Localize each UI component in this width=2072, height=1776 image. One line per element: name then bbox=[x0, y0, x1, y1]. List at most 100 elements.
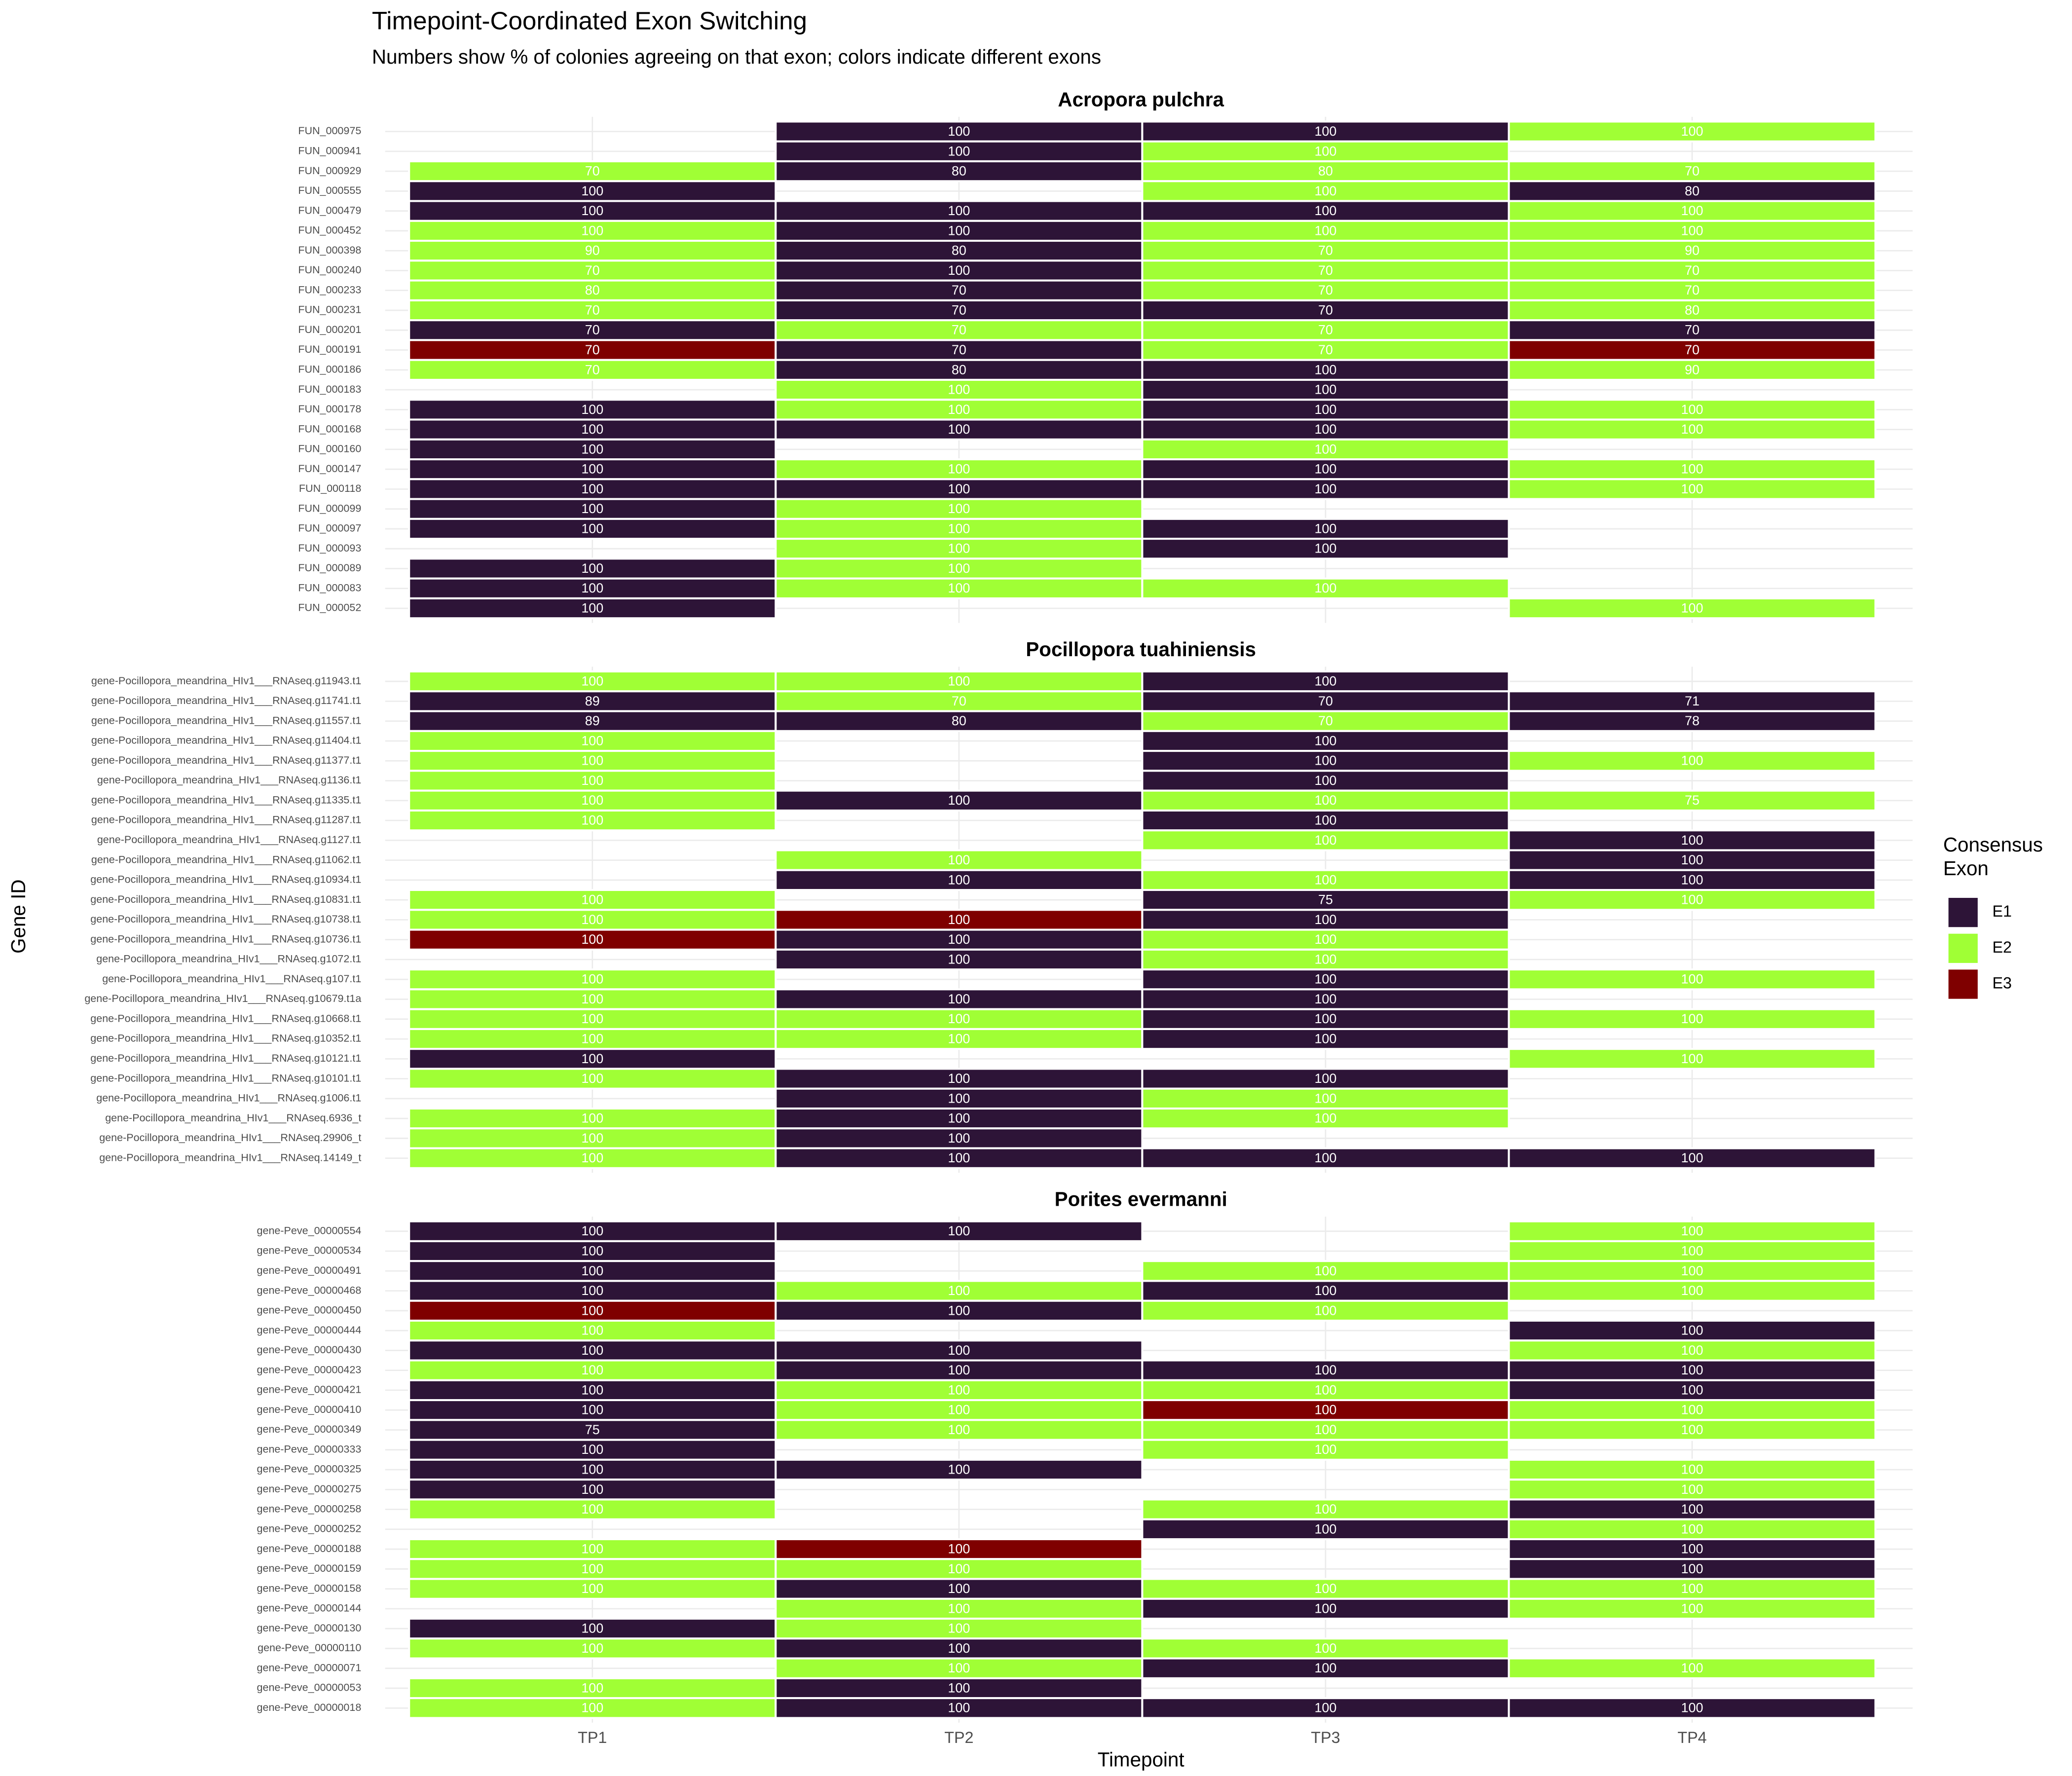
cell-label: 100 bbox=[948, 872, 970, 887]
y-tick-label: gene-Peve_00000110 bbox=[258, 1642, 361, 1654]
y-tick-label: gene-Pocillopora_meandrina_HIv1___RNAseq… bbox=[90, 1012, 361, 1024]
cell-label: 100 bbox=[948, 1283, 970, 1298]
cell-label: 100 bbox=[1681, 223, 1703, 238]
y-tick-label: FUN_000147 bbox=[298, 463, 361, 475]
y-tick-label: FUN_000183 bbox=[298, 383, 361, 395]
y-tick-label: FUN_000168 bbox=[298, 423, 361, 435]
cell-label: 100 bbox=[581, 184, 603, 198]
heatmap-cell bbox=[775, 418, 1144, 441]
y-tick-label: gene-Peve_00000258 bbox=[257, 1503, 362, 1515]
heatmap-cell bbox=[408, 710, 777, 732]
y-tick-label: gene-Peve_00000144 bbox=[257, 1602, 362, 1614]
heatmap-cell bbox=[1508, 710, 1877, 732]
heatmap-cell bbox=[1508, 1280, 1877, 1302]
cell-label: 100 bbox=[948, 402, 970, 417]
y-tick-label: gene-Peve_00000158 bbox=[257, 1582, 362, 1594]
cell-label: 100 bbox=[948, 1462, 970, 1477]
heatmap-cell bbox=[408, 1498, 777, 1520]
heatmap-cell bbox=[1508, 180, 1877, 202]
heatmap-cell bbox=[1508, 1359, 1877, 1381]
cell-label: 100 bbox=[948, 1363, 970, 1377]
cell-label: 100 bbox=[948, 1382, 970, 1397]
cell-label: 70 bbox=[1318, 323, 1333, 337]
cell-label: 100 bbox=[581, 601, 603, 616]
cell-label: 100 bbox=[948, 203, 970, 218]
heatmap-cell bbox=[1508, 478, 1877, 500]
heatmap-cell bbox=[1141, 399, 1510, 421]
cell-label: 100 bbox=[1314, 833, 1336, 848]
cell-label: 100 bbox=[948, 1561, 970, 1576]
cell-label: 80 bbox=[1685, 302, 1700, 317]
cell-label: 89 bbox=[585, 694, 600, 708]
cell-label: 100 bbox=[948, 1223, 970, 1238]
heatmap-cell bbox=[408, 1299, 777, 1322]
y-tick-label: gene-Pocillopora_meandrina_HIv1___RNAseq… bbox=[91, 814, 361, 826]
cell-label: 100 bbox=[1314, 972, 1336, 987]
heatmap-cell bbox=[1141, 1008, 1510, 1030]
cell-label: 100 bbox=[581, 912, 603, 927]
heatmap-cell bbox=[1141, 1419, 1510, 1441]
y-tick-label: gene-Pocillopora_meandrina_HIv1___RNAseq… bbox=[90, 933, 361, 945]
cell-label: 100 bbox=[1314, 442, 1336, 456]
cell-label: 70 bbox=[1685, 283, 1700, 297]
heatmap-cell bbox=[1141, 1028, 1510, 1050]
cell-label: 100 bbox=[581, 1680, 603, 1695]
cell-label: 100 bbox=[1314, 1442, 1336, 1457]
cell-label: 100 bbox=[1314, 912, 1336, 927]
legend-key bbox=[1948, 898, 1978, 927]
cell-label: 100 bbox=[1314, 1363, 1336, 1377]
y-tick-label: FUN_000083 bbox=[298, 582, 361, 593]
heatmap-cell bbox=[408, 1008, 777, 1030]
y-tick-label: FUN_000052 bbox=[298, 602, 361, 614]
chart-subtitle: Numbers show % of colonies agreeing on t… bbox=[372, 45, 1101, 68]
cell-label: 80 bbox=[952, 164, 966, 179]
cell-label: 100 bbox=[1681, 481, 1703, 496]
cell-label: 100 bbox=[1681, 1502, 1703, 1517]
heatmap-cell bbox=[1141, 1518, 1510, 1541]
y-tick-label: FUN_000191 bbox=[298, 343, 361, 355]
heatmap-cell bbox=[408, 160, 777, 183]
y-axis-label: Gene ID bbox=[7, 880, 30, 954]
cell-label: 100 bbox=[1314, 184, 1336, 198]
heatmap-cell bbox=[408, 1479, 777, 1501]
cell-label: 70 bbox=[1318, 302, 1333, 317]
cell-label: 100 bbox=[581, 1641, 603, 1656]
y-tick-label: gene-Pocillopora_meandrina_HIv1___RNAseq… bbox=[91, 714, 361, 726]
cell-label: 100 bbox=[948, 1343, 970, 1358]
heatmap-cell bbox=[1508, 418, 1877, 441]
heatmap-cell bbox=[1141, 538, 1510, 560]
legend-title: Consensus Exon bbox=[1943, 834, 2043, 881]
cell-label: 100 bbox=[581, 1150, 603, 1165]
y-tick-label: FUN_000941 bbox=[298, 145, 361, 157]
heatmap-cell bbox=[1508, 968, 1877, 991]
heatmap-cell bbox=[1508, 690, 1877, 712]
cell-label: 100 bbox=[1314, 541, 1336, 556]
cell-label: 100 bbox=[581, 1542, 603, 1556]
heatmap-cell bbox=[1141, 180, 1510, 202]
cell-label: 100 bbox=[948, 932, 970, 947]
cell-label: 100 bbox=[581, 1223, 603, 1238]
cell-label: 100 bbox=[948, 1680, 970, 1695]
cell-label: 100 bbox=[1681, 1661, 1703, 1675]
y-tick-label: FUN_000233 bbox=[298, 284, 361, 296]
cell-label: 100 bbox=[1681, 601, 1703, 616]
cell-label: 100 bbox=[1681, 1601, 1703, 1616]
y-tick-label: gene-Pocillopora_meandrina_HIv1___RNAseq… bbox=[91, 794, 361, 806]
cell-label: 100 bbox=[1314, 1011, 1336, 1026]
heatmap-cell bbox=[1508, 160, 1877, 183]
cell-label: 100 bbox=[1681, 1051, 1703, 1066]
heatmap-cell bbox=[408, 1339, 777, 1362]
cell-label: 70 bbox=[1318, 243, 1333, 258]
legend-label: E2 bbox=[1992, 938, 2012, 956]
cell-label: 70 bbox=[585, 164, 600, 179]
cell-label: 100 bbox=[948, 382, 970, 397]
cell-label: 100 bbox=[1314, 1502, 1336, 1517]
heatmap-cell bbox=[775, 160, 1144, 183]
heatmap-cell bbox=[1141, 1299, 1510, 1322]
cell-label: 100 bbox=[1681, 892, 1703, 907]
heatmap-cell bbox=[1508, 240, 1877, 262]
cell-label: 100 bbox=[948, 144, 970, 158]
heatmap-cell bbox=[408, 1379, 777, 1402]
heatmap-cell bbox=[1508, 1538, 1877, 1560]
cell-label: 100 bbox=[948, 501, 970, 516]
